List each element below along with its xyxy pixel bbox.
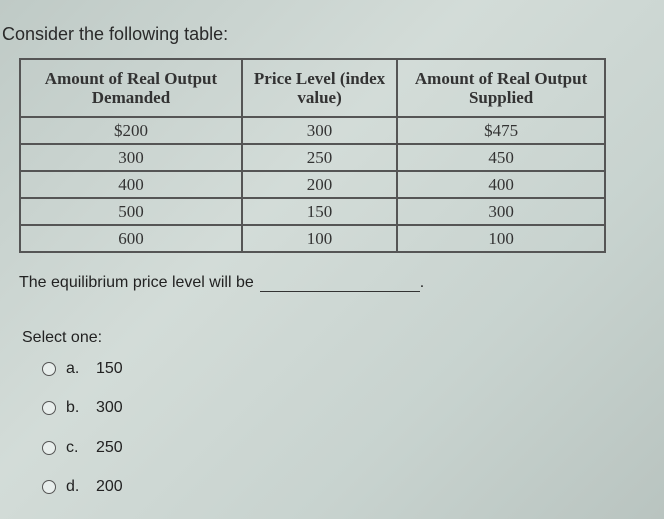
option-letter: c. [66, 439, 79, 456]
radio-button[interactable] [42, 480, 56, 494]
option-c[interactable]: c. 250 [42, 439, 123, 457]
radio-button[interactable] [42, 441, 56, 455]
cell: 300 [396, 197, 606, 226]
table-row: 300 250 450 [19, 143, 606, 172]
option-letter: b. [66, 399, 80, 416]
option-letter: d. [66, 478, 80, 495]
cell: 600 [19, 224, 243, 253]
header-price-level: Price Level (index value) [240, 58, 399, 118]
cell: 300 [240, 116, 399, 145]
cell: 200 [240, 170, 399, 199]
answer-blank [259, 273, 420, 292]
cell: 300 [19, 143, 243, 172]
table-row: 400 200 400 [19, 170, 606, 199]
data-table: Amount of Real Output Demanded Price Lev… [19, 58, 606, 253]
question-intro: Consider the following table: [2, 24, 229, 44]
question-label: The equilibrium price level will be [19, 274, 254, 291]
cell: 500 [19, 197, 243, 226]
cell: $475 [396, 116, 606, 145]
option-value: 200 [96, 478, 123, 495]
radio-button[interactable] [42, 401, 56, 415]
table-row: 500 150 300 [19, 197, 606, 226]
cell: 450 [396, 143, 606, 172]
option-value: 150 [96, 360, 123, 377]
cell: 400 [19, 170, 243, 199]
option-d[interactable]: d. 200 [42, 478, 123, 496]
cell: 250 [240, 143, 399, 172]
table-row: $200 300 $475 [19, 116, 606, 145]
option-a[interactable]: a. 150 [42, 360, 123, 378]
table-row: 600 100 100 [19, 224, 606, 253]
table-header-row: Amount of Real Output Demanded Price Lev… [19, 58, 606, 118]
cell: 400 [396, 170, 606, 199]
select-one-label: Select one: [22, 329, 103, 346]
option-b[interactable]: b. 300 [42, 399, 123, 417]
radio-button[interactable] [42, 362, 56, 376]
cell: 100 [396, 224, 606, 253]
header-supplied: Amount of Real Output Supplied [396, 58, 606, 118]
cell: 100 [240, 224, 399, 253]
header-demanded: Amount of Real Output Demanded [19, 58, 243, 118]
question-period: . [419, 274, 425, 291]
cell: $200 [19, 116, 243, 145]
question-text: The equilibrium price level will be . [19, 273, 424, 292]
option-value: 250 [96, 439, 123, 456]
cell: 150 [240, 197, 399, 226]
option-value: 300 [96, 399, 123, 416]
option-letter: a. [66, 360, 80, 377]
